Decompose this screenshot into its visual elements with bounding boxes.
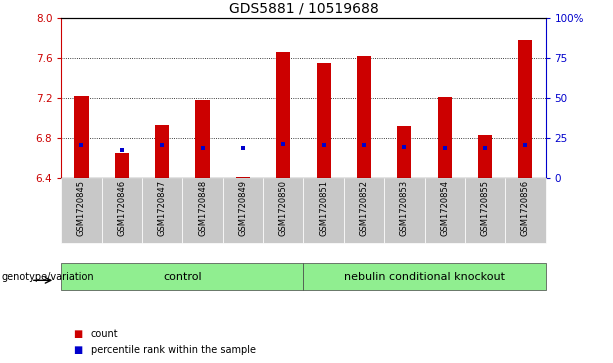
Text: count: count: [91, 329, 118, 339]
Text: ■: ■: [74, 329, 83, 339]
Bar: [344, 178, 384, 243]
Bar: [223, 178, 263, 243]
Bar: [465, 178, 505, 243]
Bar: [478, 135, 492, 178]
Bar: [316, 63, 330, 178]
Text: GSM1720852: GSM1720852: [359, 180, 368, 236]
Text: genotype/variation: genotype/variation: [1, 272, 94, 282]
Bar: [183, 178, 223, 243]
Bar: [303, 178, 344, 243]
Bar: [61, 178, 102, 243]
Bar: [357, 56, 371, 178]
Bar: [505, 178, 546, 243]
Text: GSM1720850: GSM1720850: [279, 180, 287, 236]
Bar: [61, 263, 303, 290]
Text: control: control: [163, 272, 202, 282]
Bar: [142, 178, 183, 243]
Text: percentile rank within the sample: percentile rank within the sample: [91, 345, 256, 355]
Text: GSM1720846: GSM1720846: [117, 180, 126, 236]
Bar: [397, 126, 411, 178]
Text: GSM1720855: GSM1720855: [481, 180, 490, 236]
Bar: [236, 177, 250, 178]
Text: GSM1720847: GSM1720847: [158, 180, 167, 236]
Title: GDS5881 / 10519688: GDS5881 / 10519688: [229, 1, 378, 16]
Text: GSM1720851: GSM1720851: [319, 180, 328, 236]
Bar: [519, 40, 533, 178]
Bar: [155, 125, 169, 178]
Text: GSM1720848: GSM1720848: [198, 180, 207, 236]
Text: GSM1720856: GSM1720856: [521, 180, 530, 236]
Bar: [384, 178, 425, 243]
Text: GSM1720845: GSM1720845: [77, 180, 86, 236]
Text: ■: ■: [74, 345, 83, 355]
Text: GSM1720853: GSM1720853: [400, 180, 409, 236]
Bar: [74, 96, 88, 178]
Text: GSM1720854: GSM1720854: [440, 180, 449, 236]
Bar: [438, 97, 452, 178]
Bar: [303, 263, 546, 290]
Bar: [102, 178, 142, 243]
Bar: [276, 52, 291, 178]
Text: nebulin conditional knockout: nebulin conditional knockout: [344, 272, 505, 282]
Text: GSM1720849: GSM1720849: [238, 180, 248, 236]
Bar: [196, 100, 210, 178]
Bar: [263, 178, 303, 243]
Bar: [424, 178, 465, 243]
Bar: [115, 153, 129, 178]
